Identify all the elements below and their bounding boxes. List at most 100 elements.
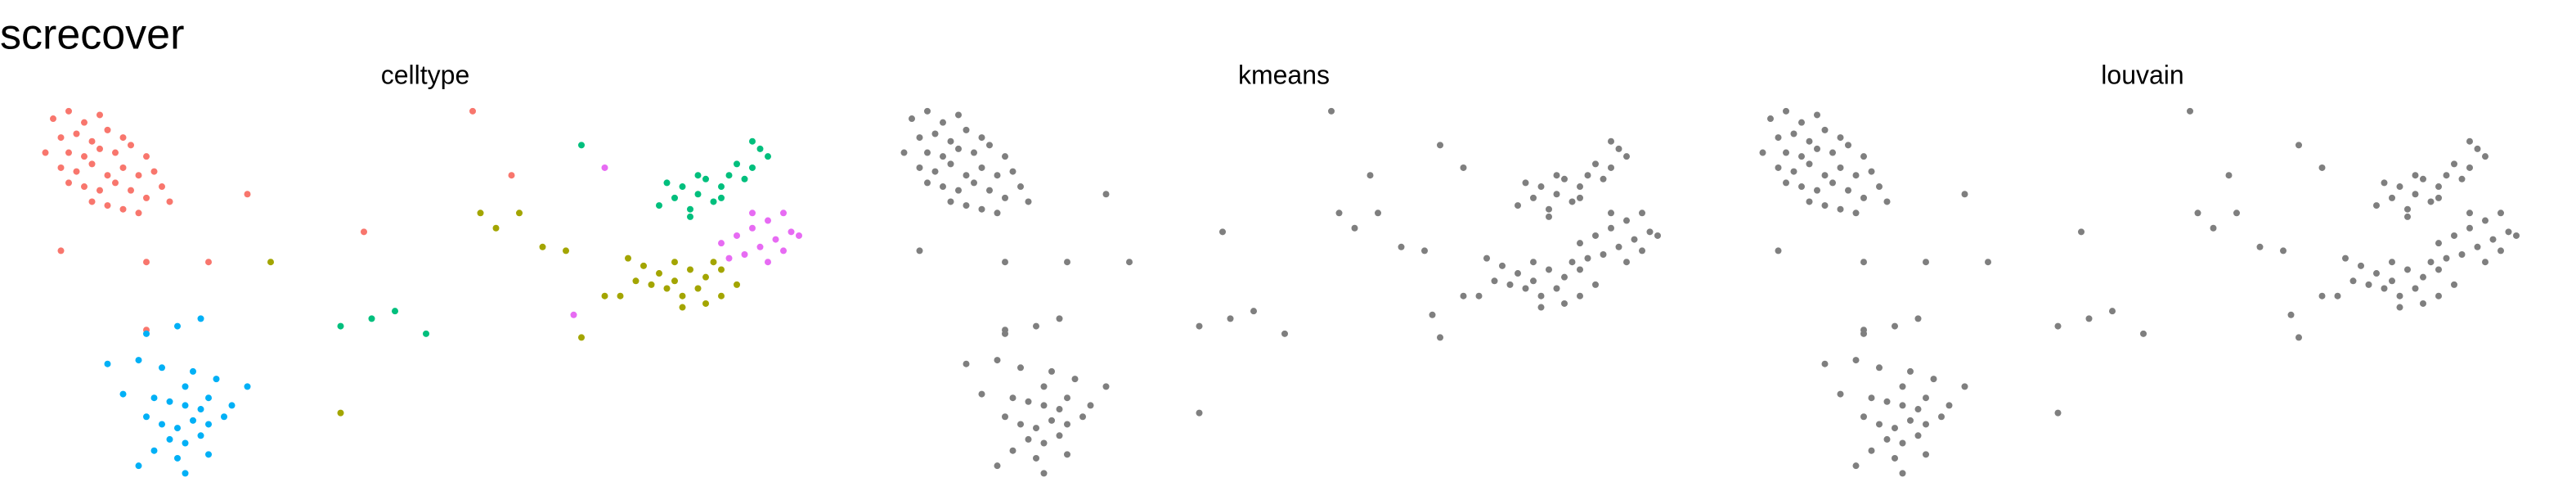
point bbox=[2296, 334, 2302, 341]
point bbox=[159, 183, 165, 191]
point bbox=[1639, 247, 1645, 255]
point bbox=[1600, 175, 1607, 182]
point bbox=[1876, 183, 1883, 191]
point bbox=[718, 240, 725, 247]
series bbox=[42, 107, 515, 334]
point bbox=[1040, 439, 1048, 447]
point bbox=[749, 137, 756, 145]
point bbox=[1033, 425, 1039, 432]
point bbox=[986, 187, 993, 194]
point bbox=[1923, 394, 1929, 402]
point bbox=[1837, 205, 1844, 213]
point bbox=[1639, 209, 1645, 217]
point bbox=[570, 311, 577, 318]
figure-title: screcover bbox=[0, 11, 184, 59]
point bbox=[1876, 421, 1883, 428]
point bbox=[267, 259, 274, 266]
point bbox=[1852, 172, 1860, 179]
point bbox=[361, 228, 367, 236]
point bbox=[978, 205, 985, 213]
point bbox=[1759, 149, 1766, 156]
point bbox=[1577, 266, 1583, 273]
point bbox=[174, 322, 181, 330]
point bbox=[1577, 194, 1583, 201]
point bbox=[1899, 402, 1906, 409]
point bbox=[469, 107, 476, 115]
point bbox=[671, 277, 678, 285]
point bbox=[2334, 292, 2341, 300]
point bbox=[2412, 172, 2419, 179]
point bbox=[2513, 232, 2520, 239]
point bbox=[1087, 402, 1094, 409]
point bbox=[1048, 367, 1055, 375]
point bbox=[718, 266, 725, 273]
point bbox=[65, 107, 72, 115]
point bbox=[337, 409, 344, 417]
series bbox=[1759, 107, 2520, 477]
point bbox=[50, 115, 56, 123]
point bbox=[1491, 277, 1498, 285]
point bbox=[1592, 160, 1599, 168]
point bbox=[2451, 232, 2457, 239]
point bbox=[1868, 447, 1875, 454]
point bbox=[57, 247, 65, 255]
point bbox=[88, 198, 96, 205]
point bbox=[1561, 273, 1568, 281]
point bbox=[166, 198, 173, 205]
point bbox=[1219, 228, 1226, 236]
point bbox=[671, 194, 678, 201]
point bbox=[1561, 300, 1568, 307]
point bbox=[694, 172, 702, 179]
point bbox=[492, 224, 500, 232]
point bbox=[1421, 247, 1428, 255]
point bbox=[2373, 270, 2380, 277]
point bbox=[2054, 322, 2062, 330]
point bbox=[182, 439, 189, 447]
point bbox=[73, 168, 80, 175]
point bbox=[1615, 243, 1622, 250]
point bbox=[578, 142, 585, 149]
point bbox=[694, 191, 702, 198]
point bbox=[2482, 259, 2488, 266]
point bbox=[1281, 330, 1288, 337]
point bbox=[1040, 402, 1048, 409]
point bbox=[1783, 149, 1789, 156]
point bbox=[2210, 224, 2217, 232]
point bbox=[182, 402, 189, 409]
point bbox=[1025, 435, 1032, 443]
point bbox=[978, 390, 985, 398]
point bbox=[2404, 213, 2411, 220]
point bbox=[1829, 149, 1836, 156]
point bbox=[228, 402, 236, 409]
point bbox=[741, 251, 748, 259]
point bbox=[772, 236, 779, 243]
point bbox=[1537, 292, 1545, 300]
point bbox=[955, 187, 962, 194]
point bbox=[1367, 172, 1374, 179]
point bbox=[81, 119, 88, 126]
point bbox=[2482, 153, 2488, 160]
point bbox=[796, 232, 802, 239]
point bbox=[1577, 292, 1583, 300]
point bbox=[143, 153, 150, 160]
point bbox=[741, 175, 748, 182]
point bbox=[947, 198, 954, 205]
point bbox=[190, 367, 196, 375]
point bbox=[508, 172, 515, 179]
point bbox=[1892, 322, 1898, 330]
point bbox=[88, 160, 96, 168]
point bbox=[135, 357, 142, 364]
point bbox=[1775, 247, 1782, 255]
point bbox=[1845, 142, 1851, 149]
point bbox=[423, 330, 429, 337]
point bbox=[1064, 394, 1070, 402]
point bbox=[1837, 390, 1844, 398]
point bbox=[1923, 259, 1929, 266]
point bbox=[1584, 255, 1591, 262]
point bbox=[244, 383, 251, 390]
point bbox=[2396, 183, 2403, 191]
point bbox=[1883, 435, 1891, 443]
point bbox=[924, 149, 931, 156]
point bbox=[1328, 107, 1335, 115]
point bbox=[924, 107, 931, 115]
